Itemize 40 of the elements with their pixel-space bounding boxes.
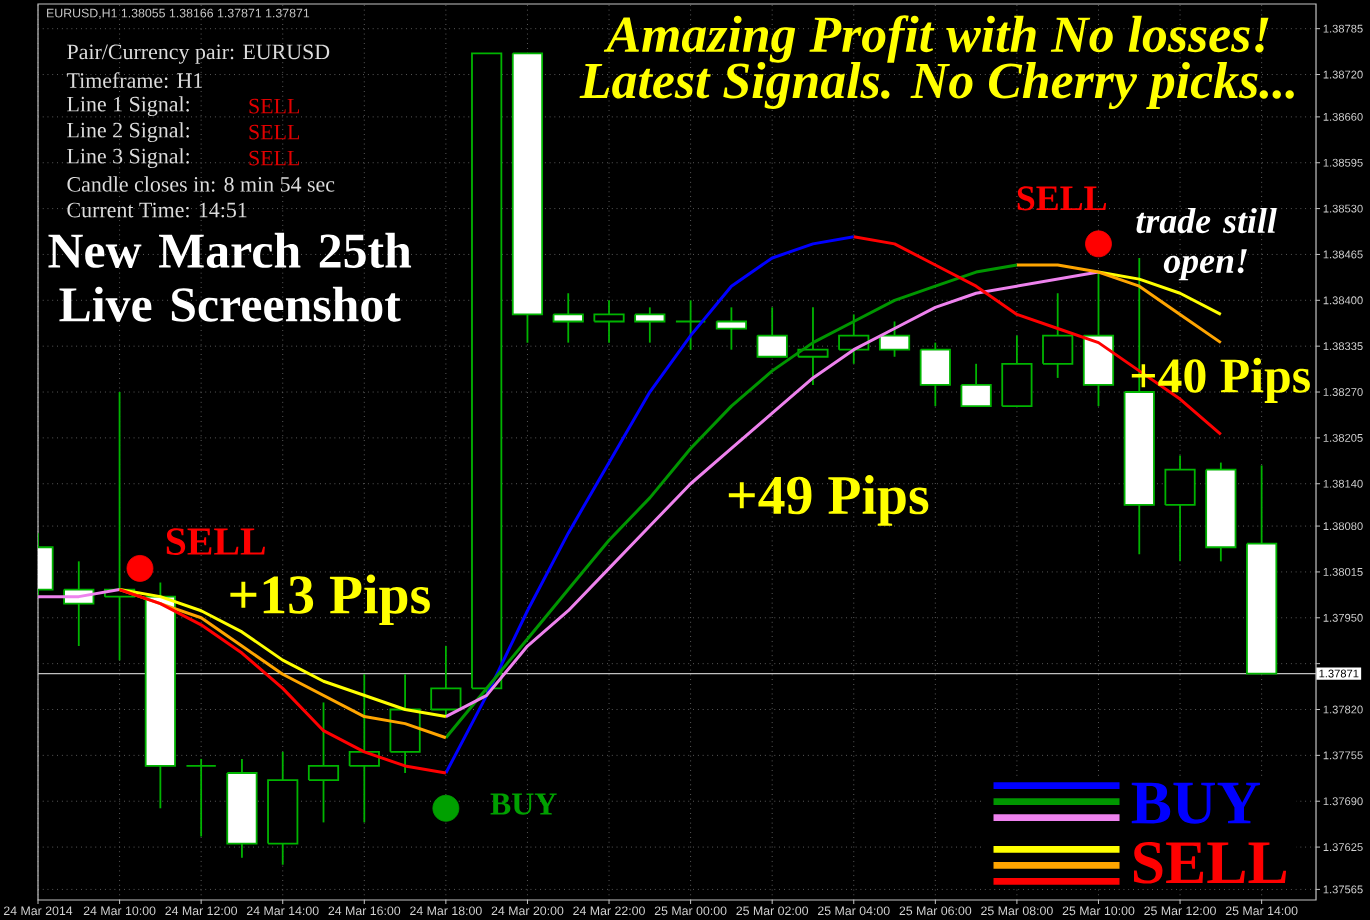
candlestick [756,306,788,358]
annotation: +49 Pips [728,475,929,526]
candlestick [185,758,217,838]
candlestick [1001,334,1033,408]
candlestick [430,645,462,718]
candlestick [715,306,747,351]
chart-title: Amazing Profit with No losses! [603,15,1269,63]
candlestick [1042,292,1074,379]
annotation: +13 Pips [230,574,430,626]
text: Latest Signals. No Cherry picks... [579,61,1294,110]
candlestick [634,306,666,344]
point [126,555,154,582]
annotation: SELL [166,528,265,555]
annotation: Candle closes in: 8 min 54 sec [67,176,335,192]
legend-label: BUY [1131,782,1260,824]
text: SELL [1134,842,1287,884]
annotation: Timeframe: H1 [66,72,202,89]
annotation: Line 1 Signal: [67,96,189,117]
point [432,794,460,822]
annotation: SELL [249,150,300,166]
annotation: New March 25th Live Screenshot [48,232,412,322]
candlestick [960,362,992,408]
annotation: SELL [249,98,300,114]
candlestick [593,299,625,344]
annotation: Line 2 Signal: [67,122,189,143]
annotation: Line 3 Signal: [67,148,189,169]
candlestick [797,306,829,386]
annotation: Current Time: 14:51 [67,202,247,218]
candlestick [878,320,911,358]
candlestick [1164,454,1196,563]
annotation: BUY [490,793,557,815]
candlestick [919,341,951,408]
annotation: trade still open! [1136,207,1277,281]
candlestick [307,701,340,824]
annotation: Pair/Currency pair: EURUSD [67,44,330,64]
annotation: SELL [249,124,300,140]
point [1085,230,1112,258]
annotation: SELL [1017,186,1107,211]
candlestick [552,292,584,344]
candlestick [675,299,707,351]
